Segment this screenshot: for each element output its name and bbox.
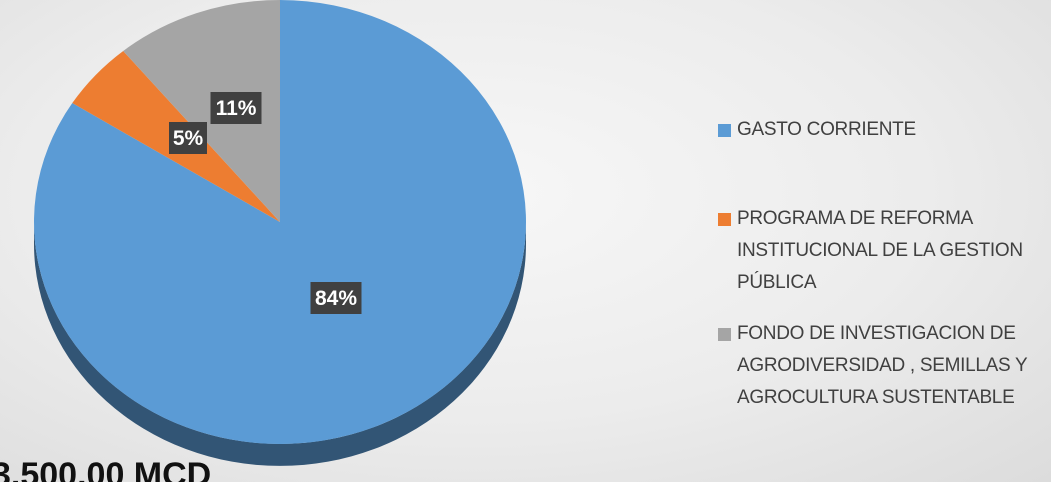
data-label: 84% — [310, 282, 362, 314]
data-label-box — [210, 92, 262, 124]
pie-slice — [123, 0, 280, 222]
cropped-footer-text: 3.500.00 MCD — [0, 458, 212, 482]
data-label-text: 11% — [216, 97, 257, 120]
legend-swatch — [718, 213, 731, 226]
legend-label: FONDO DE INVESTIGACION DE AGRODIVERSIDAD… — [737, 323, 1028, 408]
legend-swatch — [718, 328, 731, 341]
legend-label: GASTO CORRIENTE — [737, 119, 916, 140]
legend-item-fondo-investigacion: FONDO DE INVESTIGACION DE AGRODIVERSIDAD… — [718, 318, 1028, 414]
data-label: 5% — [169, 122, 207, 154]
data-label-box — [169, 122, 207, 154]
legend-item-programa-reforma: PROGRAMA DE REFORMA INSTITUCIONAL DE LA … — [718, 203, 1023, 299]
data-label-box — [310, 282, 362, 314]
legend-label: PROGRAMA DE REFORMA INSTITUCIONAL DE LA … — [737, 208, 1023, 293]
legend: GASTO CORRIENTE PROGRAMA DE REFORMA INST… — [718, 0, 1048, 482]
legend-item-gasto-corriente: GASTO CORRIENTE — [718, 114, 916, 146]
legend-swatch — [718, 124, 731, 137]
data-label-text: 84% — [315, 287, 357, 310]
data-label-text: 5% — [173, 127, 204, 150]
data-label: 11% — [210, 92, 262, 124]
